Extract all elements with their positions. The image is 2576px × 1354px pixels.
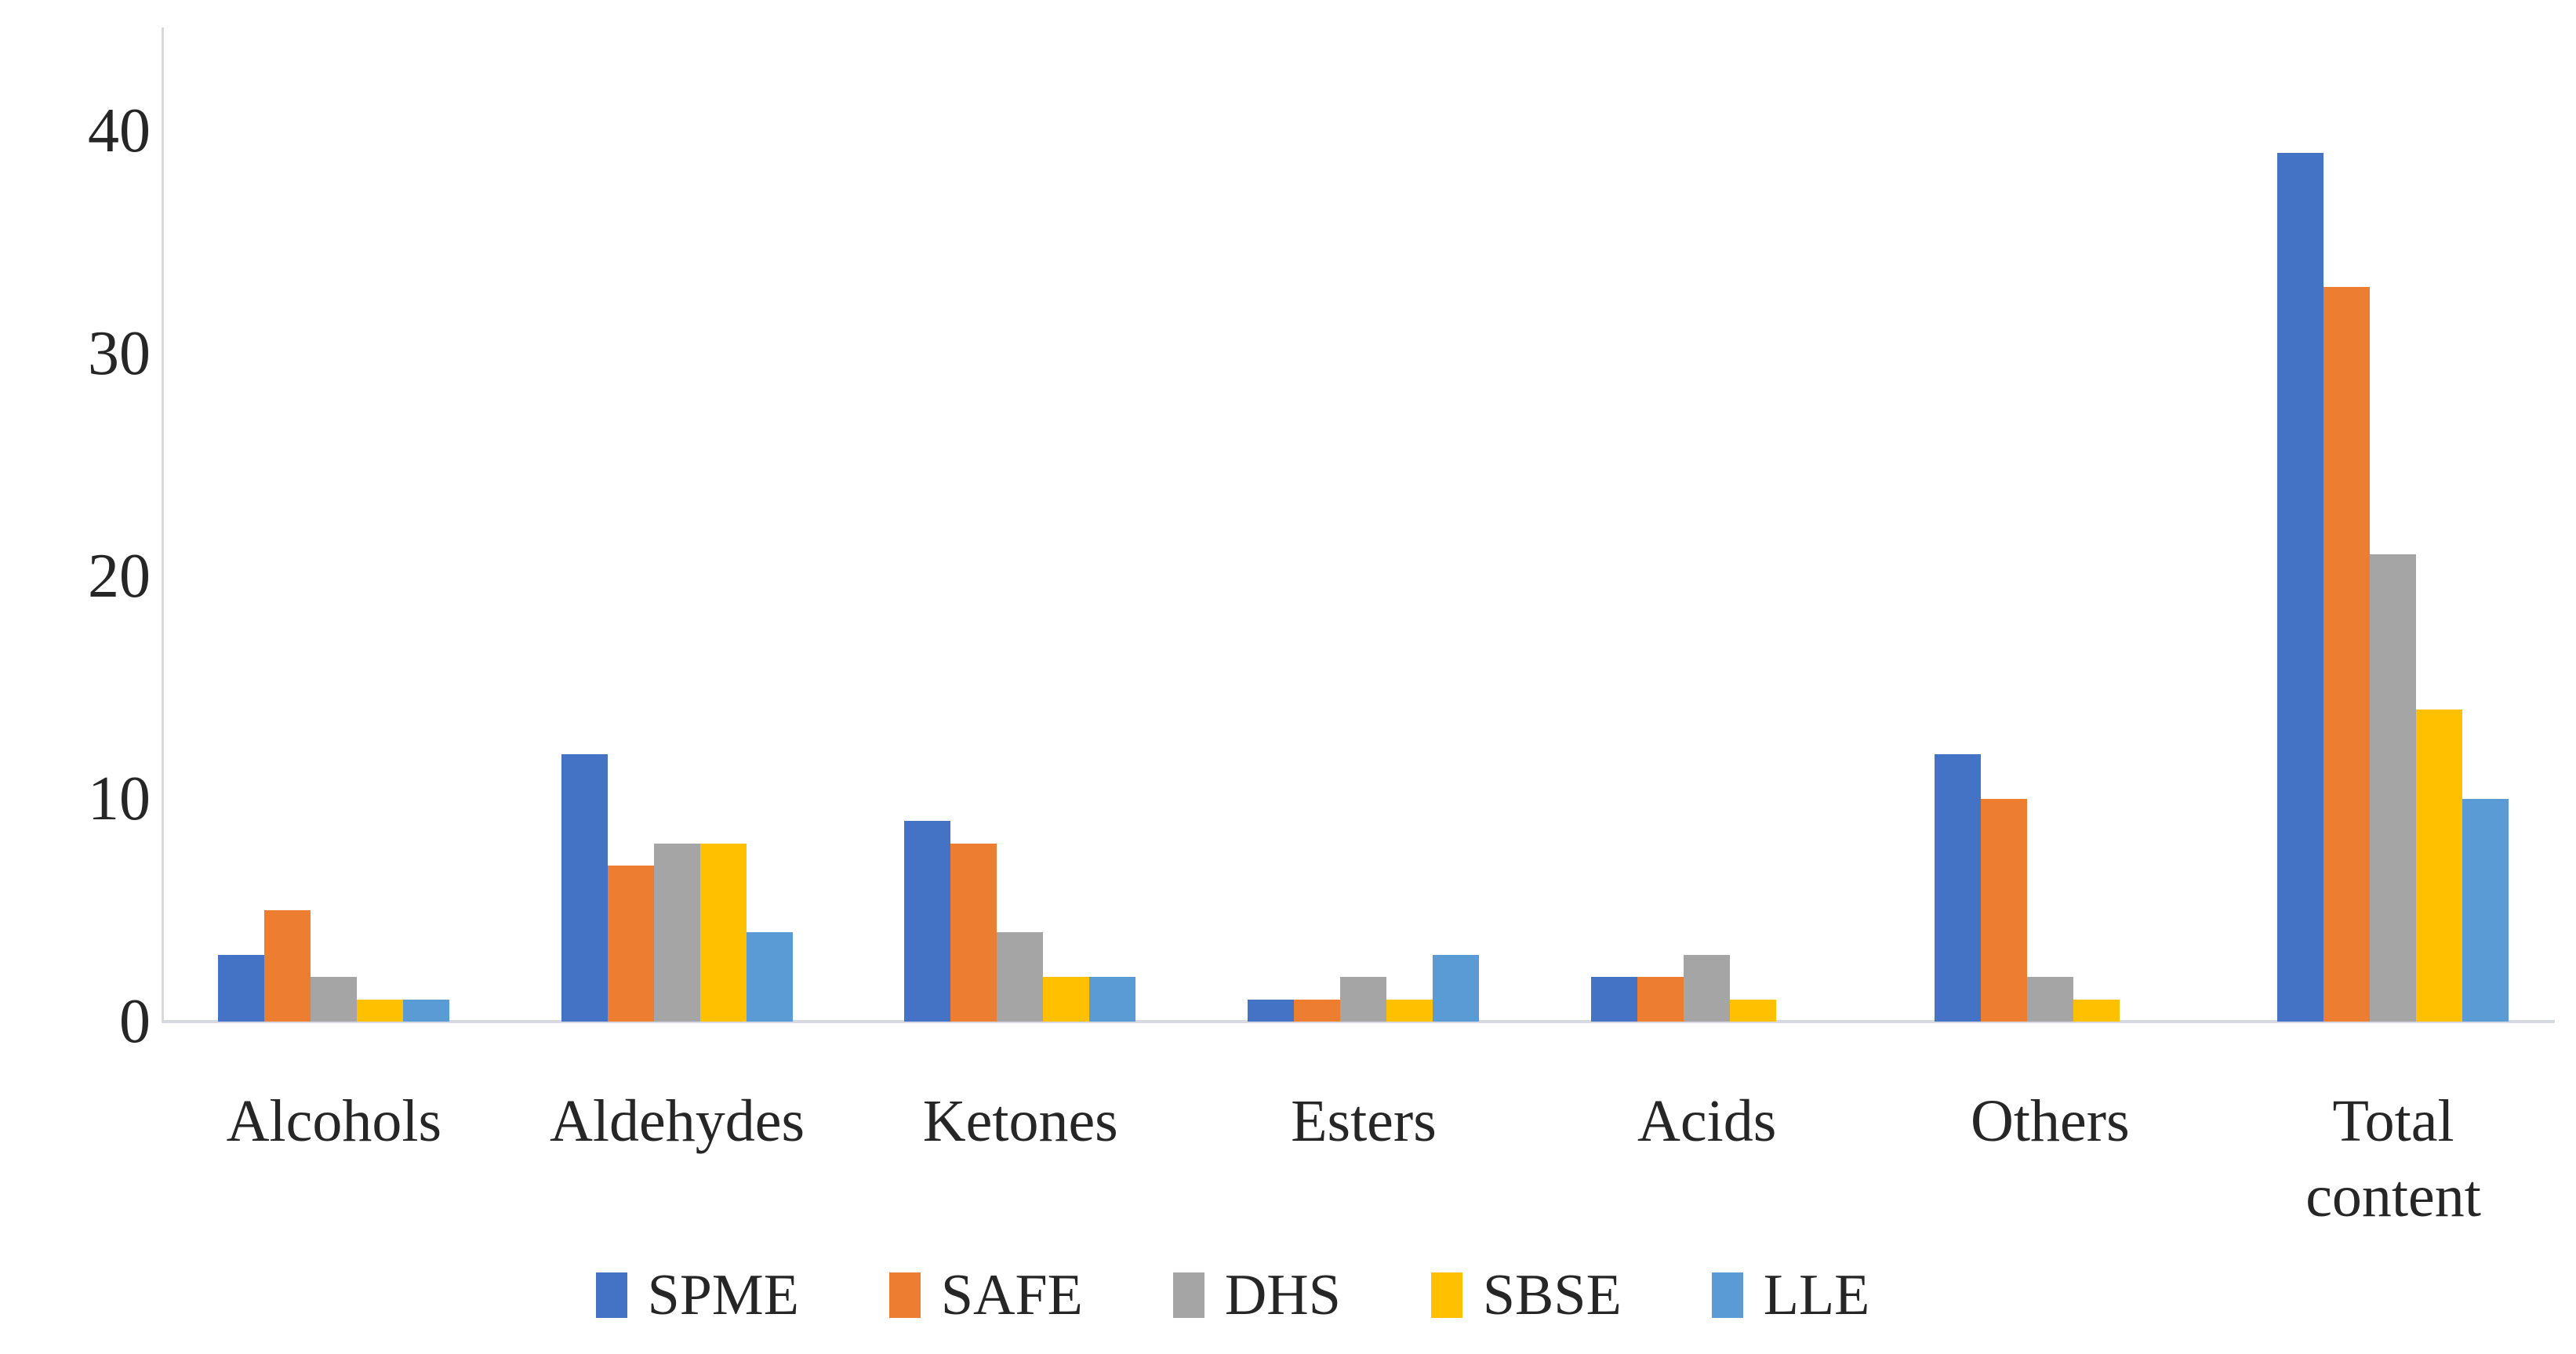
- bar-sbse-aldehydes: [699, 843, 747, 1022]
- y-tick-label-30: 30: [88, 319, 151, 388]
- legend-item-sbse: SBSE: [1430, 1263, 1622, 1327]
- legend-label: SPME: [647, 1263, 799, 1327]
- bar-spme-total-content: [2277, 153, 2324, 1022]
- bar-dhs-total-content: [2370, 554, 2417, 1022]
- bar-lle-aldehydes: [746, 932, 793, 1022]
- category-label-ketones: Ketones: [922, 1088, 1118, 1154]
- category-label-alcohols: Alcohols: [226, 1088, 442, 1154]
- legend-item-safe: SAFE: [888, 1263, 1083, 1327]
- legend-swatch-icon: [1172, 1272, 1204, 1318]
- legend-item-dhs: DHS: [1172, 1263, 1341, 1327]
- category-label-acids: Acids: [1637, 1088, 1777, 1154]
- bar-safe-ketones: [950, 843, 997, 1022]
- bar-spme-aldehydes: [561, 754, 608, 1022]
- legend-label: SAFE: [940, 1263, 1083, 1327]
- category-label-total-content: Total content: [2305, 1088, 2481, 1229]
- bar-dhs-alcohols: [311, 977, 357, 1022]
- legend-label: SBSE: [1482, 1263, 1622, 1327]
- y-tick-label-20: 20: [88, 542, 151, 611]
- bar-dhs-ketones: [997, 932, 1044, 1022]
- bar-spme-ketones: [904, 821, 951, 1022]
- bar-dhs-others: [2026, 977, 2073, 1022]
- bar-lle-esters: [1433, 954, 1480, 1022]
- bar-spme-alcohols: [218, 954, 264, 1022]
- bar-safe-others: [1980, 799, 2027, 1022]
- bar-sbse-others: [2073, 999, 2120, 1022]
- legend-label: LLE: [1763, 1263, 1870, 1327]
- category-label-esters: Esters: [1291, 1088, 1437, 1154]
- bar-sbse-acids: [1729, 999, 1776, 1022]
- bar-safe-aldehydes: [607, 866, 654, 1022]
- bar-dhs-esters: [1340, 977, 1387, 1022]
- legend-swatch-icon: [595, 1272, 627, 1318]
- category-label-others: Others: [1971, 1088, 2130, 1154]
- y-tick-label-10: 10: [88, 764, 151, 833]
- bar-lle-total-content: [2462, 799, 2509, 1022]
- y-tick-label-40: 40: [88, 96, 151, 165]
- bar-spme-esters: [1248, 999, 1295, 1022]
- legend-swatch-icon: [1430, 1272, 1462, 1318]
- bar-sbse-esters: [1386, 999, 1433, 1022]
- legend-swatch-icon: [1711, 1272, 1743, 1318]
- bar-sbse-alcohols: [357, 999, 403, 1022]
- bar-safe-alcohols: [264, 910, 311, 1022]
- bar-spme-others: [1934, 754, 1981, 1022]
- x-axis-baseline: [162, 1020, 2555, 1023]
- legend-item-lle: LLE: [1711, 1263, 1870, 1327]
- bar-safe-total-content: [2323, 286, 2371, 1022]
- bar-safe-esters: [1294, 999, 1341, 1022]
- bar-sbse-total-content: [2416, 710, 2463, 1022]
- bar-dhs-acids: [1683, 954, 1730, 1022]
- bar-lle-ketones: [1089, 977, 1136, 1022]
- legend: SPME SAFE DHS SBSE LLE: [0, 1264, 2465, 1327]
- bar-spme-acids: [1590, 977, 1637, 1022]
- y-tick-label-0: 0: [119, 987, 151, 1056]
- bar-lle-alcohols: [403, 999, 449, 1022]
- legend-label: DHS: [1224, 1263, 1341, 1327]
- category-label-aldehydes: Aldehydes: [550, 1088, 805, 1154]
- y-axis-line: [162, 27, 164, 1022]
- legend-swatch-icon: [888, 1272, 921, 1318]
- legend-item-spme: SPME: [595, 1263, 799, 1327]
- bar-sbse-ketones: [1043, 977, 1090, 1022]
- bar-safe-acids: [1637, 977, 1684, 1022]
- bar-dhs-aldehydes: [653, 843, 700, 1022]
